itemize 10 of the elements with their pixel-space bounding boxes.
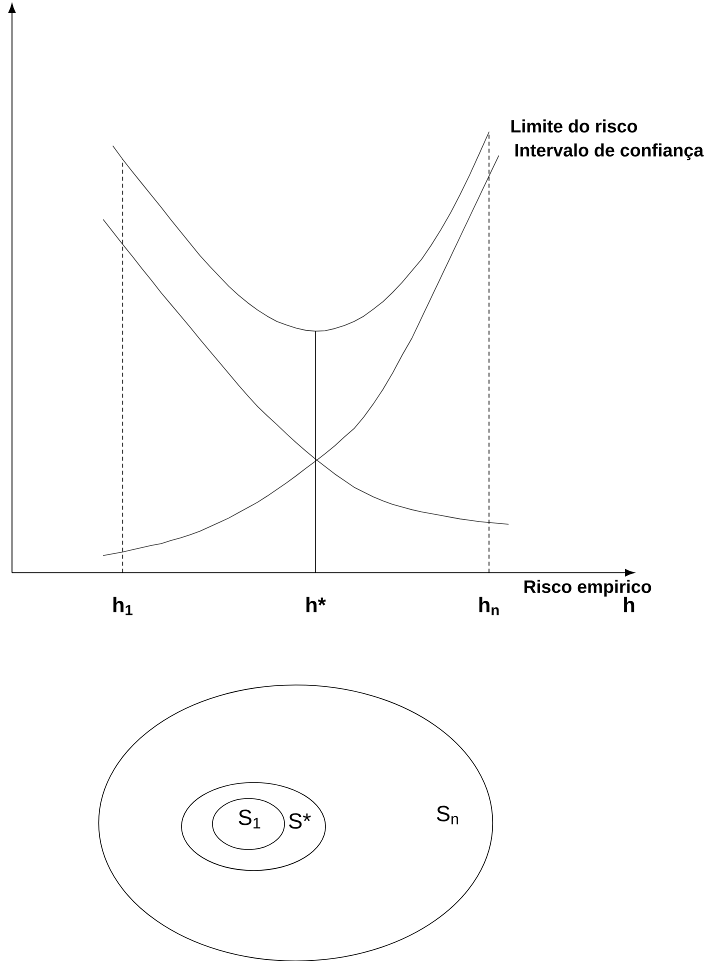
x-axis-title: h [624,596,634,612]
text: S$_{n}$ [436,806,458,824]
x-tick-label: h$_{1}$ [113,596,132,616]
x-tick-label: h* [306,596,326,612]
series-label: Limite do risco [511,119,638,133]
text: Risco empirico [524,580,652,597]
x-tick-label: h$_{n}$ [479,596,499,616]
text: S* [289,813,311,829]
text: S$_{1}$ [238,810,260,828]
series-label: Intervalo de confiança [515,143,704,160]
